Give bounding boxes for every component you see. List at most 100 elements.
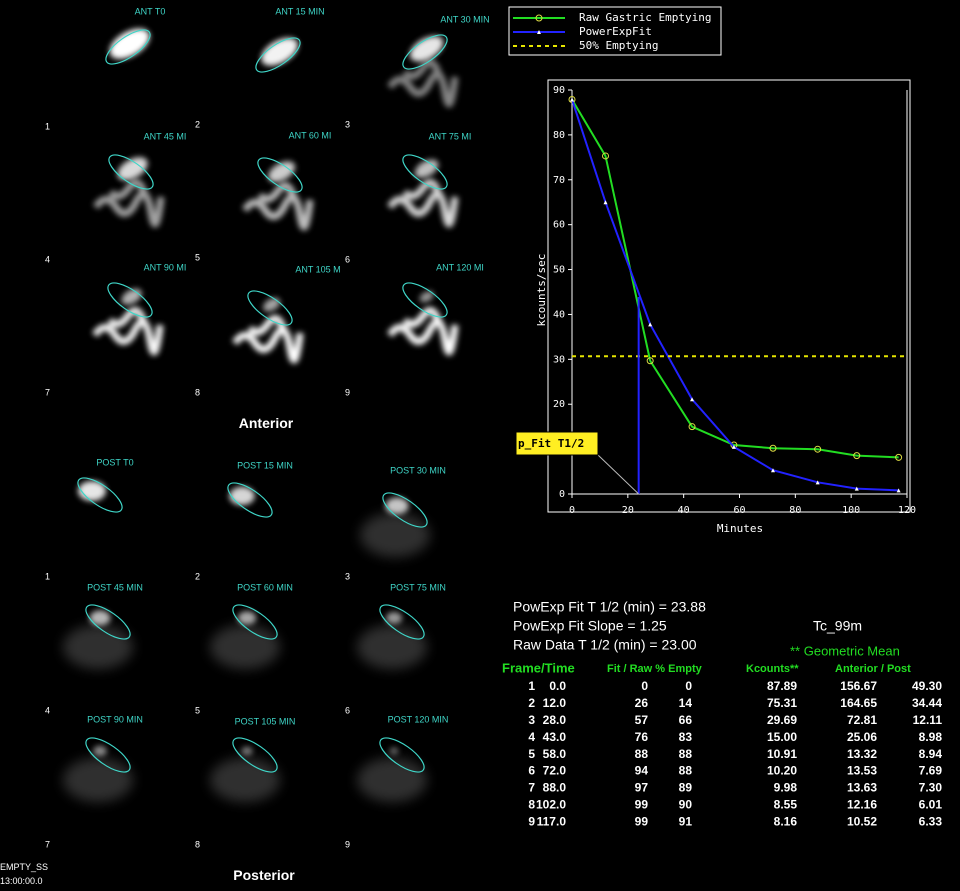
table-cell: 99 <box>635 814 649 828</box>
scan-tile: POST 105 MIN 8 <box>195 716 295 849</box>
bowel-activity <box>387 179 459 228</box>
table-header: Anterior / Post <box>835 663 911 675</box>
table-cell: 7 <box>528 781 535 795</box>
data-point <box>570 97 574 102</box>
frame-number: 3 <box>345 571 350 581</box>
table-cell: 88 <box>635 747 649 761</box>
section-label: Anterior <box>239 415 294 431</box>
frame-number: 6 <box>345 254 350 264</box>
table-cell: 0.0 <box>549 679 566 693</box>
frame-number: 9 <box>345 839 350 849</box>
table-cell: 102.0 <box>536 797 566 811</box>
bowel-activity <box>92 307 164 356</box>
isotope: Tc_99m <box>813 618 862 634</box>
table-cell: 29.69 <box>767 713 797 727</box>
stomach-activity <box>268 161 296 183</box>
scan-tile: ANT 105 M 8 <box>195 264 341 397</box>
table-cell: 6 <box>528 764 535 778</box>
scan-tile: POST 90 MIN 7 <box>45 714 143 849</box>
table-cell: 6.33 <box>919 814 943 828</box>
stomach-activity <box>414 159 439 178</box>
y-tick-label: 70 <box>553 175 565 186</box>
data-point <box>853 452 861 460</box>
table-cell: 88 <box>679 764 693 778</box>
table-cell: 117.0 <box>537 814 567 828</box>
scan-tile: POST T0 1 <box>45 457 134 581</box>
table-cell: 8.16 <box>774 814 798 828</box>
table-cell: 57 <box>635 713 649 727</box>
table-cell: 26 <box>635 696 649 710</box>
result-line: PowExp Fit T 1/2 (min) = 23.88 <box>513 599 706 615</box>
result-line: Raw Data T 1/2 (min) = 23.00 <box>513 637 697 653</box>
x-tick-label: 20 <box>622 505 634 516</box>
data-point <box>896 488 901 493</box>
data-point <box>771 468 775 473</box>
stomach-activity <box>389 747 399 755</box>
frame-title: POST 60 MIN <box>237 582 293 592</box>
scan-tile: ANT 60 MI 5 <box>195 130 331 262</box>
table-cell: 72.0 <box>543 764 567 778</box>
table-cell: 72.81 <box>847 713 877 727</box>
frame-number: 8 <box>195 839 200 849</box>
table-header: Kcounts** <box>746 663 799 675</box>
frame-number: 4 <box>45 705 50 715</box>
data-point <box>688 423 696 431</box>
frame-title: POST 120 MIN <box>388 714 449 724</box>
y-tick-label: 0 <box>559 489 565 500</box>
frame-title: ANT 105 M <box>295 264 340 274</box>
table-cell: 8.94 <box>919 747 943 761</box>
table-cell: 13.63 <box>847 781 877 795</box>
x-tick-label: 80 <box>789 505 801 516</box>
frame-title: ANT 45 MI <box>144 131 187 141</box>
table-cell: 75.31 <box>767 696 797 710</box>
frame-number: 5 <box>195 252 200 262</box>
data-point <box>648 322 653 327</box>
frame-title: POST 75 MIN <box>390 582 446 592</box>
data-point <box>815 480 820 485</box>
table-cell: 88 <box>679 747 693 761</box>
frame-number: 8 <box>195 387 200 397</box>
frame-number: 1 <box>45 571 50 581</box>
x-tick-label: 40 <box>678 505 690 516</box>
table-cell: 34.44 <box>912 696 942 710</box>
bowel-activity <box>387 307 459 356</box>
data-point <box>603 200 608 205</box>
table-cell: 25.06 <box>847 730 877 744</box>
frame-number: 6 <box>345 705 350 715</box>
scan-tile: POST 30 MIN 3 <box>345 465 446 581</box>
scan-tile: POST 45 MIN 4 <box>45 582 143 715</box>
scan-tile: POST 60 MIN 5 <box>195 582 293 715</box>
table-cell: 0 <box>685 679 692 693</box>
stomach-activity <box>237 611 257 625</box>
legend-marker <box>535 14 543 22</box>
frame-title: ANT T0 <box>135 6 166 16</box>
table-cell: 94 <box>635 764 649 778</box>
bowel-activity <box>63 758 133 802</box>
frame-title: ANT 75 MI <box>429 131 472 141</box>
frame-number: 3 <box>345 119 350 129</box>
frame-title: ANT 60 MI <box>289 130 332 140</box>
legend-label: Raw Gastric Emptying <box>579 11 711 24</box>
bowel-activity <box>357 625 427 669</box>
stomach-activity <box>386 612 402 624</box>
frame-title: POST 15 MIN <box>237 460 293 470</box>
data-point <box>646 357 654 365</box>
frame-number: 2 <box>195 119 200 129</box>
section-label: Posterior <box>233 867 295 883</box>
y-tick-label: 30 <box>553 354 565 365</box>
scan-tile: ANT 90 MI 7 <box>45 262 186 397</box>
roi-outline <box>402 34 448 70</box>
table-cell: 28.0 <box>543 713 567 727</box>
y-tick-label: 90 <box>553 85 565 96</box>
table-cell: 97 <box>635 781 649 795</box>
roi-outline <box>77 477 123 513</box>
table-cell: 99 <box>635 797 649 811</box>
stomach-activity <box>419 291 434 303</box>
roi-outline <box>255 37 301 73</box>
frame-number: 7 <box>45 839 50 849</box>
table-cell: 7.30 <box>919 781 943 795</box>
results: PowExp Fit T 1/2 (min) = 23.88 PowExp Fit… <box>502 599 942 829</box>
scan-tile: ANT T0 1 <box>45 6 165 131</box>
